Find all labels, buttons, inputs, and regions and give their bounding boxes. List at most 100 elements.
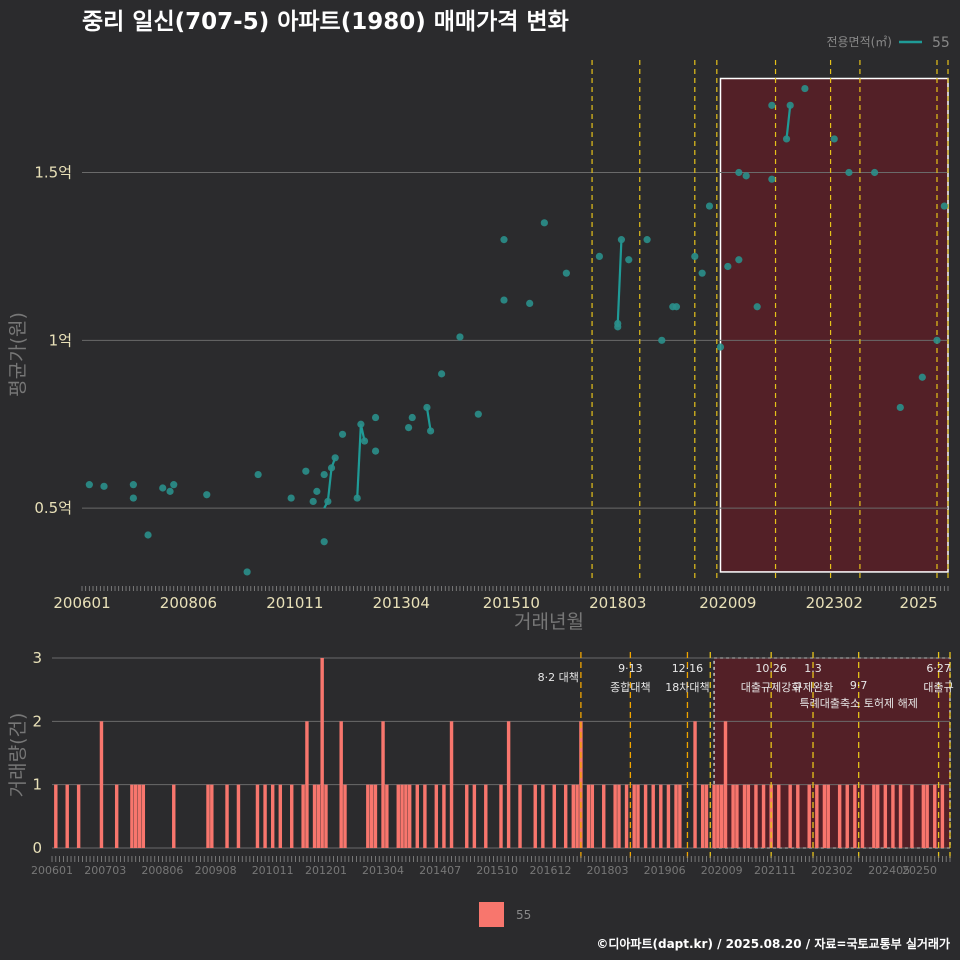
- price-point: [801, 84, 809, 93]
- price-point: [203, 491, 211, 499]
- bottom-legend-swatch: [479, 902, 504, 927]
- bottom-legend: 55: [479, 902, 531, 927]
- volume-bar: [590, 784, 595, 848]
- volume-bar: [449, 721, 454, 848]
- price-point: [845, 168, 853, 177]
- price-point: [940, 202, 948, 210]
- price-point: [562, 269, 570, 277]
- top-legend-label: 55: [932, 35, 950, 51]
- price-point: [254, 470, 262, 479]
- price-point: [353, 494, 361, 502]
- policy-date: 12·16: [672, 662, 704, 675]
- volume-bar: [366, 784, 370, 848]
- price-point: [735, 256, 743, 264]
- price-point: [324, 497, 332, 506]
- policy-label: 8·2 대책: [538, 671, 579, 684]
- price-point: [540, 219, 548, 227]
- volume-bar: [921, 784, 926, 848]
- volume-bar: [210, 784, 214, 848]
- x-tick-label: 202405: [868, 864, 910, 877]
- volume-bar: [141, 784, 146, 848]
- price-point: [360, 437, 369, 445]
- volume-bar: [700, 784, 705, 848]
- policy-label: 특례대출축소 토허제 해제: [800, 696, 918, 710]
- volume-bar: [788, 784, 792, 848]
- volume-bar: [659, 784, 663, 848]
- volume-bar: [130, 784, 134, 848]
- price-point: [716, 343, 725, 351]
- volume-bar: [883, 784, 888, 848]
- volume-bar: [807, 784, 811, 848]
- price-line-segment: [425, 407, 432, 432]
- y-axis-title: 평균가(원): [7, 312, 29, 397]
- x-tick-label: 202009: [699, 594, 756, 612]
- price-point: [309, 497, 317, 506]
- volume-bar: [925, 784, 929, 848]
- price-point: [129, 494, 137, 502]
- price-point: [658, 336, 666, 344]
- x-tick-label: 201201: [305, 864, 347, 877]
- x-tick-label: 2025: [900, 594, 938, 612]
- volume-bar: [290, 784, 294, 848]
- credit-text: ©디아파트(dapt.kr) / 2025.08.20 / 자료=국토교통부 실…: [596, 936, 950, 951]
- price-line-segment: [356, 424, 362, 499]
- price-point: [427, 427, 435, 435]
- top-legend: 전용면적(㎡) 55: [826, 35, 949, 51]
- price-point: [786, 101, 794, 109]
- volume-bar: [316, 784, 321, 848]
- volume-bar: [674, 784, 678, 848]
- volume-bar: [624, 784, 629, 848]
- x-tick-label: 202302: [811, 864, 853, 877]
- price-point: [705, 202, 714, 210]
- volume-bar: [723, 721, 728, 848]
- price-point: [896, 403, 904, 412]
- price-point: [768, 101, 776, 109]
- policy-label: 18차대책: [665, 681, 709, 694]
- volume-bar: [484, 784, 488, 848]
- price-point: [302, 467, 310, 475]
- x-tick-label: 202302: [806, 594, 863, 612]
- price-point: [625, 256, 633, 264]
- volume-bar: [940, 784, 945, 848]
- volume-bar: [506, 721, 511, 848]
- volume-bar: [400, 784, 404, 848]
- y-tick-label: 1.5억: [34, 163, 72, 181]
- x-tick-label: 202111: [754, 864, 796, 877]
- price-point: [287, 494, 295, 502]
- x-tick-label: 201803: [589, 594, 646, 612]
- volume-bar: [777, 784, 781, 848]
- y-axis-title: 거래량(건): [7, 713, 29, 798]
- price-line-segment: [616, 239, 623, 324]
- price-line-segment: [326, 467, 333, 502]
- volume-bar: [320, 658, 324, 848]
- volume-bar: [472, 784, 477, 848]
- price-point: [614, 323, 622, 331]
- volume-bar: [373, 784, 378, 848]
- volume-bar: [499, 784, 503, 848]
- volume-bar: [719, 784, 724, 848]
- x-tick-label: 201906: [644, 864, 686, 877]
- volume-bar: [853, 784, 857, 848]
- price-point: [918, 373, 926, 381]
- price-line-segment: [785, 105, 792, 140]
- volume-bar: [746, 784, 751, 848]
- volume-bar: [236, 784, 241, 848]
- x-axis-title: 거래년월: [514, 611, 584, 633]
- volume-bar: [716, 784, 720, 848]
- volume-bar: [324, 784, 328, 848]
- volume-bar: [822, 784, 827, 848]
- x-tick-label: 200601: [53, 594, 110, 612]
- x-tick-label: 200601: [31, 864, 73, 877]
- volume-bar: [404, 784, 408, 848]
- volume-bar: [636, 784, 640, 848]
- volume-bar: [533, 784, 537, 848]
- price-point: [830, 135, 838, 143]
- volume-bar: [339, 721, 343, 848]
- volume-bar: [172, 784, 176, 848]
- price-point: [438, 370, 446, 378]
- volume-bar: [369, 784, 374, 848]
- volume-bar: [837, 784, 842, 848]
- volume-bar: [742, 784, 747, 848]
- x-tick-label: 201803: [587, 864, 629, 877]
- volume-bar: [301, 784, 305, 848]
